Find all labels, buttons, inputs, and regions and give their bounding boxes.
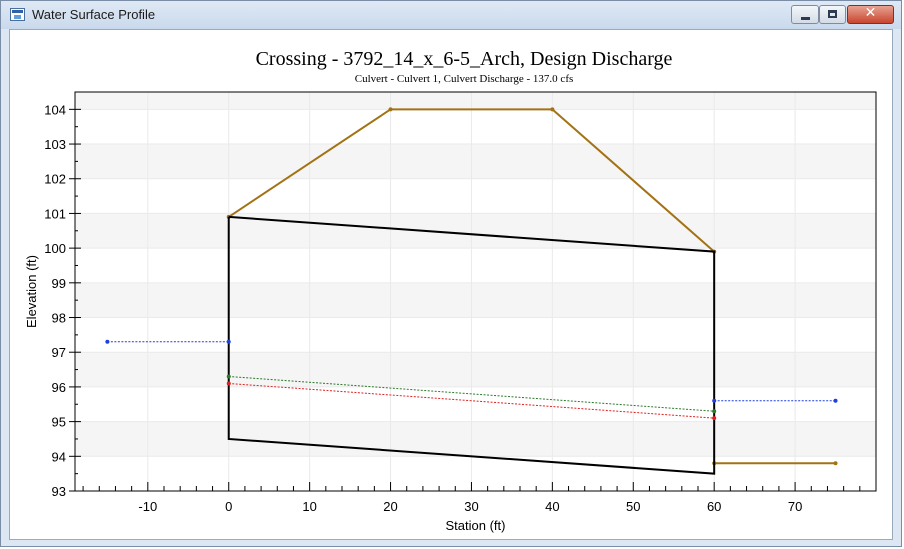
x-tick-label: 70 xyxy=(788,499,802,514)
y-tick-label: 103 xyxy=(44,137,66,152)
y-tick-label: 99 xyxy=(52,276,66,291)
series-point-5 xyxy=(105,339,110,344)
series-point-4 xyxy=(226,381,231,386)
y-tick-label: 102 xyxy=(44,172,66,187)
x-tick-label: -10 xyxy=(138,499,157,514)
series-point-4 xyxy=(712,416,717,421)
plot-band xyxy=(75,282,876,318)
y-axis-label: Elevation (ft) xyxy=(24,255,39,328)
y-tick-label: 100 xyxy=(44,241,66,256)
plot-band xyxy=(75,92,876,110)
series-point-3 xyxy=(226,374,231,379)
title-bar[interactable]: Water Surface Profile ✕ xyxy=(1,1,901,29)
x-tick-label: 60 xyxy=(707,499,721,514)
y-tick-label: 95 xyxy=(52,415,66,430)
chart-window-icon xyxy=(10,8,25,21)
series-point-0 xyxy=(550,107,555,112)
water-surface-profile-chart: -10 0 10 20 30 40 50 60 70 93 94 95 96 97 98 99 100 101 10… xyxy=(24,48,877,533)
y-tick-label: 101 xyxy=(44,206,66,221)
series-point-6 xyxy=(712,398,717,403)
plot-band xyxy=(75,352,876,387)
grid-lines xyxy=(75,92,876,492)
series-point-6 xyxy=(833,398,838,403)
series-point-3 xyxy=(712,409,717,414)
plot-band xyxy=(75,213,876,249)
x-tick-label: 20 xyxy=(383,499,397,514)
series-line-0 xyxy=(228,108,715,253)
plot-frame xyxy=(74,91,877,492)
plot-band xyxy=(75,421,876,457)
y-tick-label: 98 xyxy=(52,311,66,326)
maximize-icon xyxy=(828,10,837,18)
close-icon: ✕ xyxy=(864,5,877,21)
y-tick-label: 93 xyxy=(52,484,66,499)
series-line-2 xyxy=(227,215,716,475)
series-point-5 xyxy=(226,339,231,344)
minimize-button[interactable] xyxy=(791,5,819,24)
x-tick-label: 30 xyxy=(464,499,478,514)
y-tick-label: 97 xyxy=(52,345,66,360)
y-tick-label: 104 xyxy=(44,102,66,117)
series-line-4 xyxy=(228,382,715,419)
minimize-icon xyxy=(801,17,810,20)
series-point-1 xyxy=(833,461,838,466)
series-point-0 xyxy=(388,107,393,112)
x-axis-label: Station (ft) xyxy=(446,518,506,533)
plot-bands xyxy=(75,92,876,457)
x-tick-label: 0 xyxy=(225,499,232,514)
chart-title: Crossing - 3792_14_x_6-5_Arch, Design Di… xyxy=(256,48,673,70)
close-button[interactable]: ✕ xyxy=(847,5,894,24)
series-layer xyxy=(105,107,838,475)
window-title: Water Surface Profile xyxy=(32,7,156,22)
chart-subtitle: Culvert - Culvert 1, Culvert Discharge -… xyxy=(355,73,574,85)
x-tick-label: 50 xyxy=(626,499,640,514)
x-tick-label: 40 xyxy=(545,499,559,514)
y-tick-label: 94 xyxy=(52,449,66,464)
plot-band xyxy=(75,144,876,179)
x-tick-label: 10 xyxy=(302,499,316,514)
series-line-3 xyxy=(228,376,715,412)
axis-ticks: -10 0 10 20 30 40 50 60 70 93 94 95 96 97 98 99 100 101 10… xyxy=(44,102,861,514)
chart-area: -10 0 10 20 30 40 50 60 70 93 94 95 96 97 98 99 100 101 10… xyxy=(9,29,893,540)
maximize-button[interactable] xyxy=(819,5,846,24)
y-tick-label: 96 xyxy=(52,380,66,395)
